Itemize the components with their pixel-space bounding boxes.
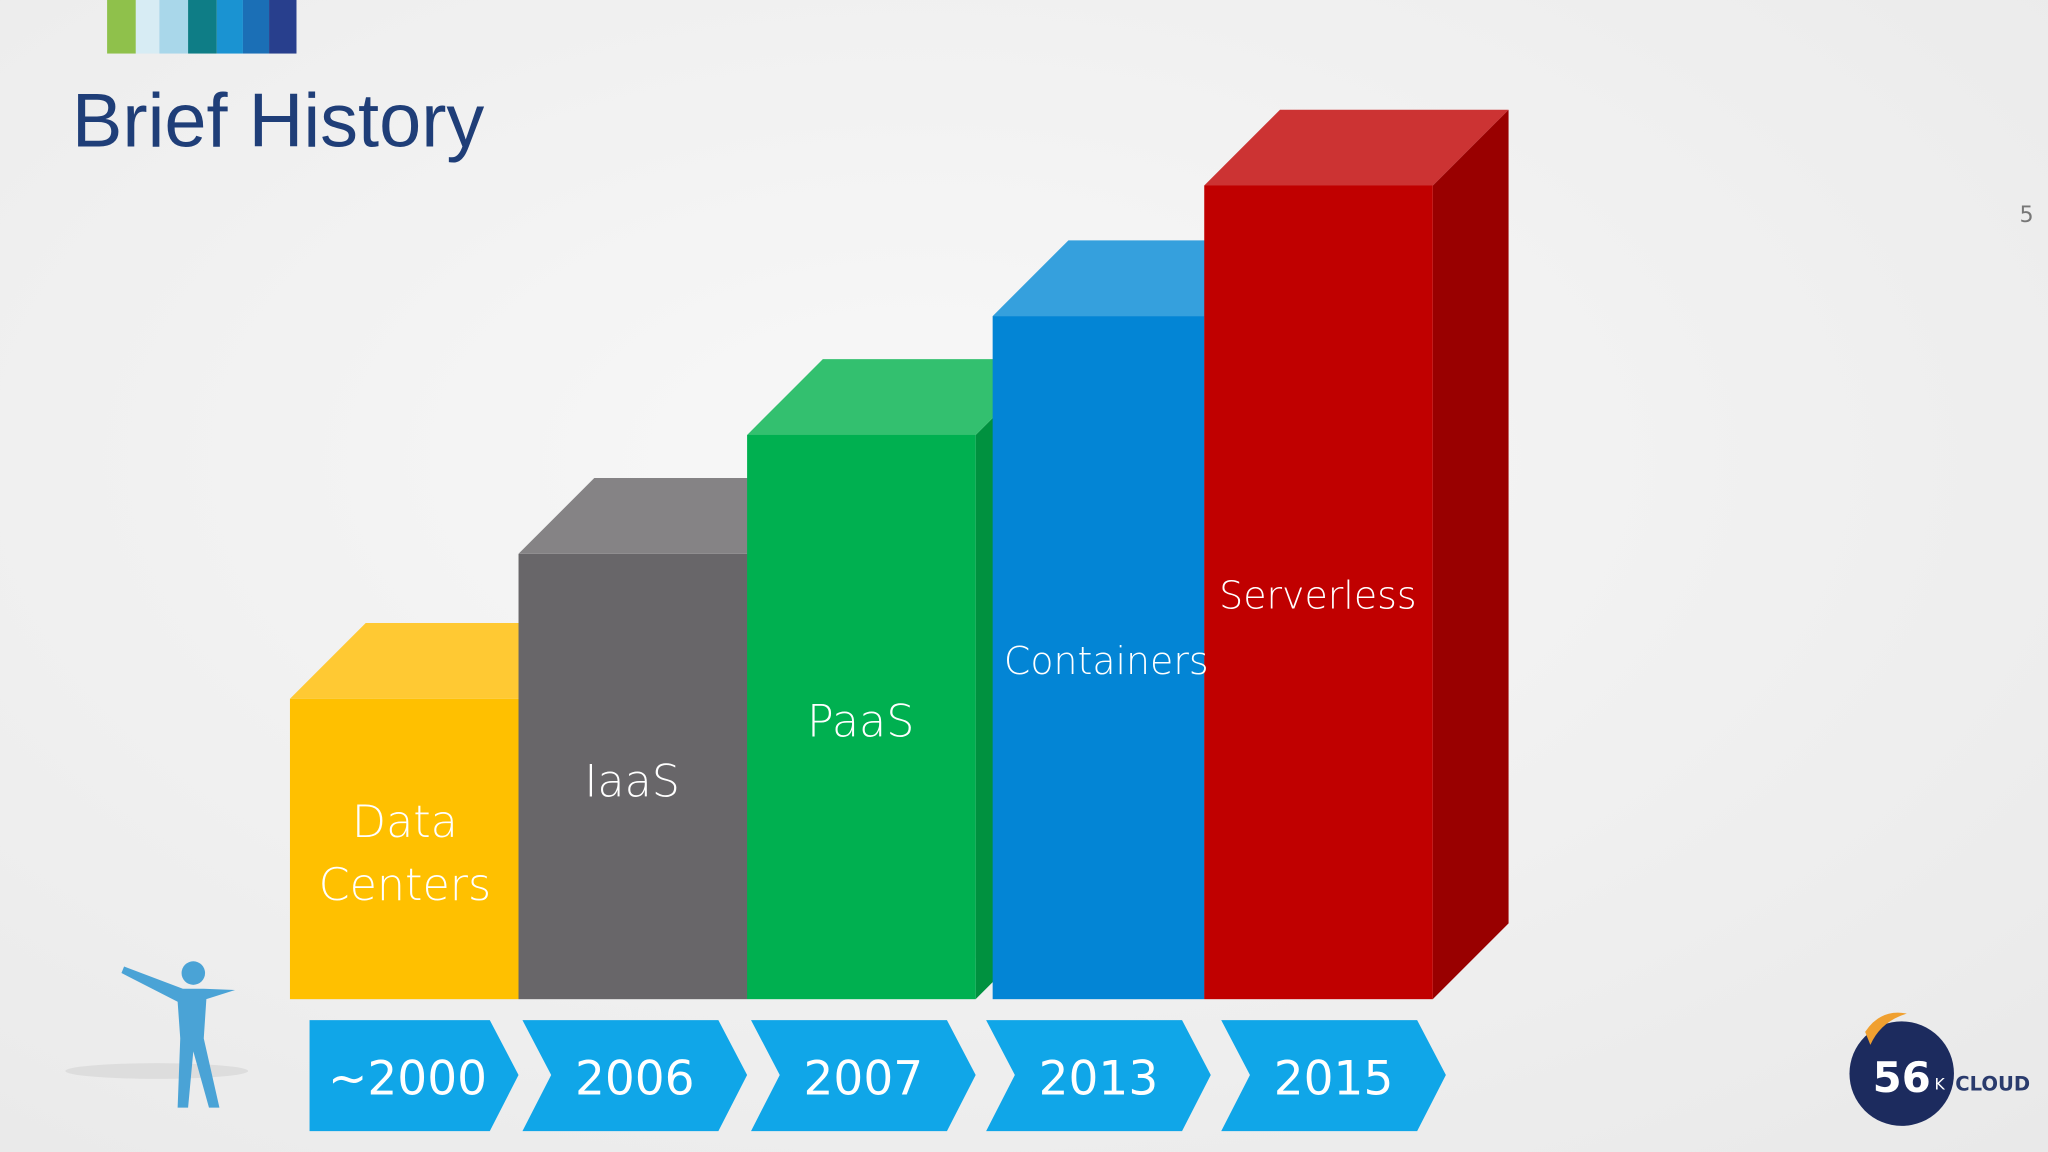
title: Brief History xyxy=(72,78,485,163)
year: 2013 xyxy=(1039,1052,1159,1107)
year: 2007 xyxy=(804,1052,924,1107)
page-number: 5 xyxy=(2020,202,2034,228)
year: 2015 xyxy=(1274,1052,1394,1107)
year: ~2000 xyxy=(328,1052,487,1107)
step-label: Centers xyxy=(319,860,492,911)
bars xyxy=(289,109,1509,1000)
header-strips xyxy=(107,0,297,54)
logo: 56 K CLOUD xyxy=(1849,1012,2030,1126)
step-label: Containers xyxy=(1004,639,1209,683)
step-label: Data xyxy=(352,797,458,848)
step-label: IaaS xyxy=(584,757,680,808)
timeline xyxy=(309,1020,1446,1132)
step-label: PaaS xyxy=(807,697,914,748)
year: 2006 xyxy=(575,1052,695,1107)
logo-number: 56 xyxy=(1873,1053,1931,1102)
step-label: Serverless xyxy=(1219,574,1416,618)
figure-icon xyxy=(65,961,249,1108)
logo-word: CLOUD xyxy=(1955,1073,2030,1096)
logo-letter: K xyxy=(1934,1074,1945,1093)
